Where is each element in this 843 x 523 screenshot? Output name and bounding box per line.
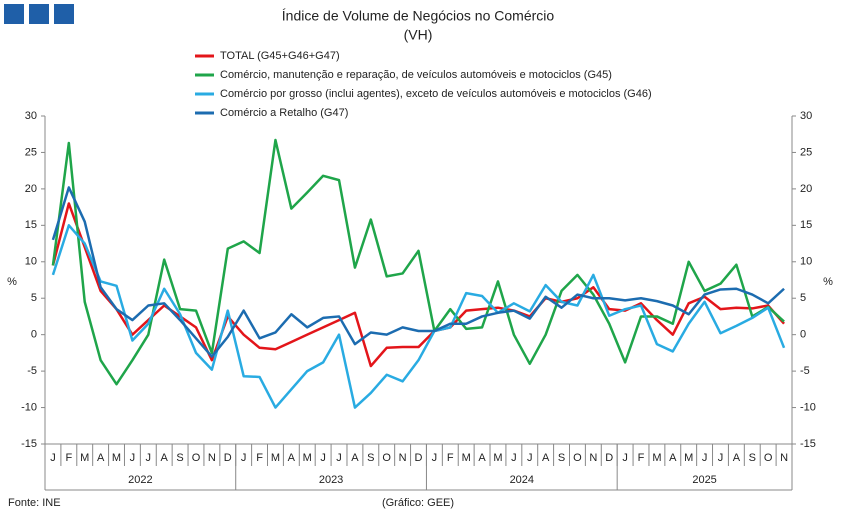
y2-tick-label: 20 [800, 183, 812, 195]
x-tick-label: S [176, 452, 183, 464]
x-tick-label: A [478, 452, 486, 464]
x-tick-label: J [622, 452, 628, 464]
legend-label: TOTAL (G45+G46+G47) [220, 50, 340, 62]
x-tick-label: A [351, 452, 359, 464]
y2-tick-label: 0 [800, 329, 806, 341]
y2-tick-label: 25 [800, 146, 812, 158]
logo-block [29, 4, 49, 24]
x-tick-label: S [367, 452, 374, 464]
x-tick-label: D [605, 452, 613, 464]
x-tick-label: F [65, 452, 72, 464]
y-tick-label: 0 [31, 329, 37, 341]
legend-label: Comércio por grosso (inclui agentes), ex… [220, 88, 652, 100]
x-tick-label: M [112, 452, 121, 464]
y-tick-label: -10 [21, 401, 37, 413]
x-tick-label: J [511, 452, 517, 464]
y-tick-label: 5 [31, 292, 37, 304]
x-tick-label: M [652, 452, 661, 464]
x-tick-label: F [256, 452, 263, 464]
y-axis-label: % [7, 276, 17, 288]
x-tick-label: M [462, 452, 471, 464]
y-tick-label: -5 [27, 365, 37, 377]
x-tick-label: A [161, 452, 169, 464]
chart-subtitle: (VH) [404, 27, 433, 43]
y2-tick-label: -5 [800, 365, 810, 377]
x-tick-label: D [224, 452, 232, 464]
x-tick-label: J [146, 452, 152, 464]
x-tick-label: J [527, 452, 533, 464]
series-line [51, 224, 786, 409]
x-tick-label: J [320, 452, 326, 464]
y2-tick-label: 15 [800, 219, 812, 231]
x-tick-label: O [382, 452, 391, 464]
logo-block [54, 4, 74, 24]
x-tick-label: M [80, 452, 89, 464]
source: Fonte: INE [8, 497, 61, 509]
x-tick-label: A [97, 452, 105, 464]
x-tick-label: M [493, 452, 502, 464]
x-tick-label: O [573, 452, 582, 464]
x-tick-label: J [130, 452, 136, 464]
x-tick-label: A [733, 452, 741, 464]
y2-tick-label: 5 [800, 292, 806, 304]
y2-tick-label: 30 [800, 110, 812, 122]
x-tick-label: J [241, 452, 247, 464]
x-tick-label: O [192, 452, 201, 464]
series-line [51, 186, 785, 358]
series-line [51, 202, 785, 368]
x-tick-label: O [764, 452, 773, 464]
y2-tick-label: -10 [800, 401, 816, 413]
chart-title: Índice de Volume de Negócios no Comércio [282, 8, 555, 24]
y-tick-label: 25 [25, 146, 37, 158]
logo-block [4, 4, 24, 24]
credit: (Gráfico: GEE) [382, 497, 454, 509]
y2-tick-label: 10 [800, 256, 812, 268]
x-tick-label: F [638, 452, 645, 464]
x-tick-label: M [684, 452, 693, 464]
x-tick-label: A [542, 452, 550, 464]
x-tick-label: N [399, 452, 407, 464]
x-tick-label: S [749, 452, 756, 464]
x-tick-label: S [558, 452, 565, 464]
y-tick-label: 30 [25, 110, 37, 122]
x-tick-label: J [432, 452, 438, 464]
x-tick-label: F [447, 452, 454, 464]
y-tick-label: 10 [25, 256, 37, 268]
x-tick-label: J [336, 452, 342, 464]
x-tick-label: M [303, 452, 312, 464]
y2-axis-label: % [823, 276, 833, 288]
x-tick-label: M [271, 452, 280, 464]
x-group-label: 2024 [510, 474, 534, 486]
x-tick-label: A [669, 452, 677, 464]
series-line [51, 138, 785, 386]
legend-label: Comércio a Retalho (G47) [220, 107, 348, 119]
y-tick-label: -15 [21, 438, 37, 450]
x-group-label: 2022 [128, 474, 152, 486]
x-tick-label: J [702, 452, 708, 464]
x-group-label: 2023 [319, 474, 343, 486]
x-tick-label: J [718, 452, 724, 464]
y2-tick-label: -15 [800, 438, 816, 450]
x-tick-label: N [780, 452, 788, 464]
x-tick-label: N [208, 452, 216, 464]
y-tick-label: 20 [25, 183, 37, 195]
x-group-label: 2025 [692, 474, 716, 486]
legend-label: Comércio, manutenção e reparação, de veí… [220, 69, 612, 81]
x-tick-label: J [50, 452, 56, 464]
x-tick-label: N [589, 452, 597, 464]
x-tick-label: A [288, 452, 296, 464]
y-tick-label: 15 [25, 219, 37, 231]
x-tick-label: D [415, 452, 423, 464]
